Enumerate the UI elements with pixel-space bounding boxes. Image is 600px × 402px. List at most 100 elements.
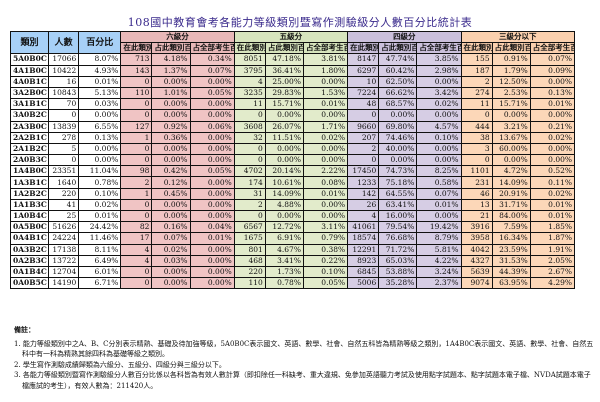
level5-count-cell: 3795 — [233, 64, 266, 77]
category-cell: 2A3B0C — [9, 120, 50, 133]
level4-total-percent-cell: 2.37% — [416, 277, 462, 290]
level6-total-percent-cell: 0.04% — [189, 221, 235, 234]
level3-count-cell: 274 — [460, 86, 493, 100]
level5-count-cell: 3235 — [233, 86, 266, 100]
level5-category-percent-cell: 3.41% — [264, 254, 304, 267]
level6-category-percent-cell: 0.00% — [151, 277, 191, 290]
level3-total-percent-cell: 0.00% — [529, 75, 576, 88]
level5-count-cell: 1675 — [233, 232, 266, 245]
level3-total-percent-cell: 0.02% — [529, 187, 576, 200]
level3-category-percent-cell: 15.71% — [491, 98, 531, 111]
level5-category-percent-cell: 0.00% — [264, 209, 304, 223]
percent-cell: 24.42% — [78, 221, 122, 234]
table-row: 0A2B3C 13722 6.49% 4 0.03% 0.00% 468 3.41% 0.22%… — [9, 254, 576, 267]
level3-category-percent-cell: 16.34% — [491, 232, 531, 245]
category-cell: 3A2B0C — [9, 86, 50, 100]
header-level-6: 六級分 — [120, 30, 235, 44]
level4-category-percent-cell: 63.41% — [378, 198, 418, 212]
level3-count-cell: 444 — [460, 120, 493, 133]
percent-cell: 0.00% — [78, 154, 122, 167]
percent-cell: 6.55% — [78, 120, 122, 133]
level3-count-cell: 9074 — [460, 277, 493, 290]
level5-category-percent-cell: 29.83% — [264, 86, 304, 100]
level5-total-percent-cell: 0.00% — [302, 142, 349, 156]
level5-count-cell: 0 — [233, 109, 266, 122]
level5-total-percent-cell: 0.00% — [302, 109, 349, 122]
subheader-count: 在此類別人數 — [233, 42, 266, 55]
level3-category-percent-cell: 14.09% — [491, 176, 531, 189]
level5-total-percent-cell: 3.11% — [302, 221, 349, 234]
subheader-count: 在此類別人數 — [460, 42, 493, 55]
level4-category-percent-cell: 66.62% — [378, 86, 418, 100]
level6-category-percent-cell: 0.45% — [151, 187, 191, 200]
percent-cell: 0.01% — [78, 209, 122, 223]
level5-category-percent-cell: 11.51% — [264, 131, 304, 144]
subheader-total-percent: 占全部考生百分比 — [302, 42, 349, 55]
level3-total-percent-cell: 4.29% — [529, 277, 576, 290]
subheader-total-percent: 占全部考生百分比 — [416, 42, 462, 55]
level6-count-cell: 2 — [120, 176, 153, 189]
table-row: 1A3B1C 1640 0.78% 2 0.12% 0.00% 174 10.61% 0.08%… — [9, 176, 576, 189]
level3-category-percent-cell: 12.50% — [491, 75, 531, 88]
level3-total-percent-cell: 0.13% — [529, 86, 576, 100]
count-cell: 17138 — [48, 243, 80, 256]
level5-total-percent-cell: 0.10% — [302, 265, 349, 279]
count-cell: 1640 — [48, 176, 80, 189]
count-cell: 13839 — [48, 120, 80, 133]
level4-total-percent-cell: 0.07% — [416, 187, 462, 200]
count-cell: 0 — [48, 154, 80, 167]
level6-count-cell: 143 — [120, 64, 153, 77]
level6-count-cell: 0 — [120, 98, 153, 111]
level5-count-cell: 2 — [233, 198, 266, 212]
level5-count-cell: 4702 — [233, 165, 266, 178]
subheader-category-percent: 占此類別百分比 — [378, 42, 418, 55]
percent-cell: 0.13% — [78, 131, 122, 144]
footnote-3: 3. 各能力等級類別暨寫作測驗級分人數百分比係以各科皆為有效人數計算（即扣除任一… — [14, 371, 591, 390]
level3-count-cell: 3958 — [460, 232, 493, 245]
count-cell: 10843 — [48, 86, 80, 100]
count-cell: 25 — [48, 209, 80, 223]
level3-total-percent-cell: 0.00% — [529, 142, 576, 156]
level4-total-percent-cell: 2.98% — [416, 64, 462, 77]
level6-category-percent-cell: 4.18% — [151, 53, 191, 66]
level3-category-percent-cell: 4.72% — [491, 165, 531, 178]
count-cell: 16 — [48, 75, 80, 88]
level5-total-percent-cell: 2.22% — [302, 165, 349, 178]
percent-cell: 6.49% — [78, 254, 122, 267]
level3-category-percent-cell: 23.59% — [491, 243, 531, 256]
level5-total-percent-cell: 3.81% — [302, 53, 349, 66]
level5-total-percent-cell: 0.00% — [302, 209, 349, 223]
level4-category-percent-cell: 74.46% — [378, 131, 418, 144]
level4-category-percent-cell: 62.50% — [378, 75, 418, 88]
level6-category-percent-cell: 0.00% — [151, 154, 191, 167]
level6-category-percent-cell: 0.36% — [151, 131, 191, 144]
level5-category-percent-cell: 4.88% — [264, 198, 304, 212]
table-row: 2A1B2C 5 0.00% 0 0.00% 0.00% 0 0.00% 0.00% 2 40.00… — [9, 142, 576, 156]
level4-total-percent-cell: 4.57% — [416, 120, 462, 133]
level6-total-percent-cell: 0.07% — [189, 64, 235, 77]
percent-cell: 4.93% — [78, 64, 122, 77]
level3-category-percent-cell: 7.59% — [491, 221, 531, 234]
level3-count-cell: 155 — [460, 53, 493, 66]
level4-category-percent-cell: 47.74% — [378, 53, 418, 66]
level4-category-percent-cell: 75.18% — [378, 176, 418, 189]
level3-category-percent-cell: 44.39% — [491, 265, 531, 279]
level6-total-percent-cell: 0.00% — [189, 75, 235, 88]
table-row: 2A2B1C 278 0.13% 1 0.36% 0.00% 32 11.51% 0.02% 20… — [9, 131, 576, 144]
count-cell: 10422 — [48, 64, 80, 77]
level4-count-cell: 5006 — [347, 277, 380, 290]
subheader-category-percent: 占此類別百分比 — [151, 42, 191, 55]
category-cell: 0A4B1C — [9, 232, 50, 245]
level5-count-cell: 0 — [233, 154, 266, 167]
level4-total-percent-cell: 0.00% — [416, 109, 462, 122]
table-row: 1A2B2C 220 0.10% 1 0.45% 0.00% 31 14.09% 0.01% 14… — [9, 187, 576, 200]
level4-count-cell: 2 — [347, 142, 380, 156]
percent-cell: 0.78% — [78, 176, 122, 189]
category-cell: 1A1B3C — [9, 198, 50, 212]
level4-total-percent-cell: 0.00% — [416, 209, 462, 223]
level5-category-percent-cell: 12.72% — [264, 221, 304, 234]
level5-category-percent-cell: 36.41% — [264, 64, 304, 77]
level3-count-cell: 38 — [460, 131, 493, 144]
footnote-1: 1. 能力等級類別中之A、B、C分別表示精熟、基礎及待加強等級，5A0B0C表示… — [14, 339, 594, 359]
category-cell: 0A0B5C — [9, 277, 50, 290]
